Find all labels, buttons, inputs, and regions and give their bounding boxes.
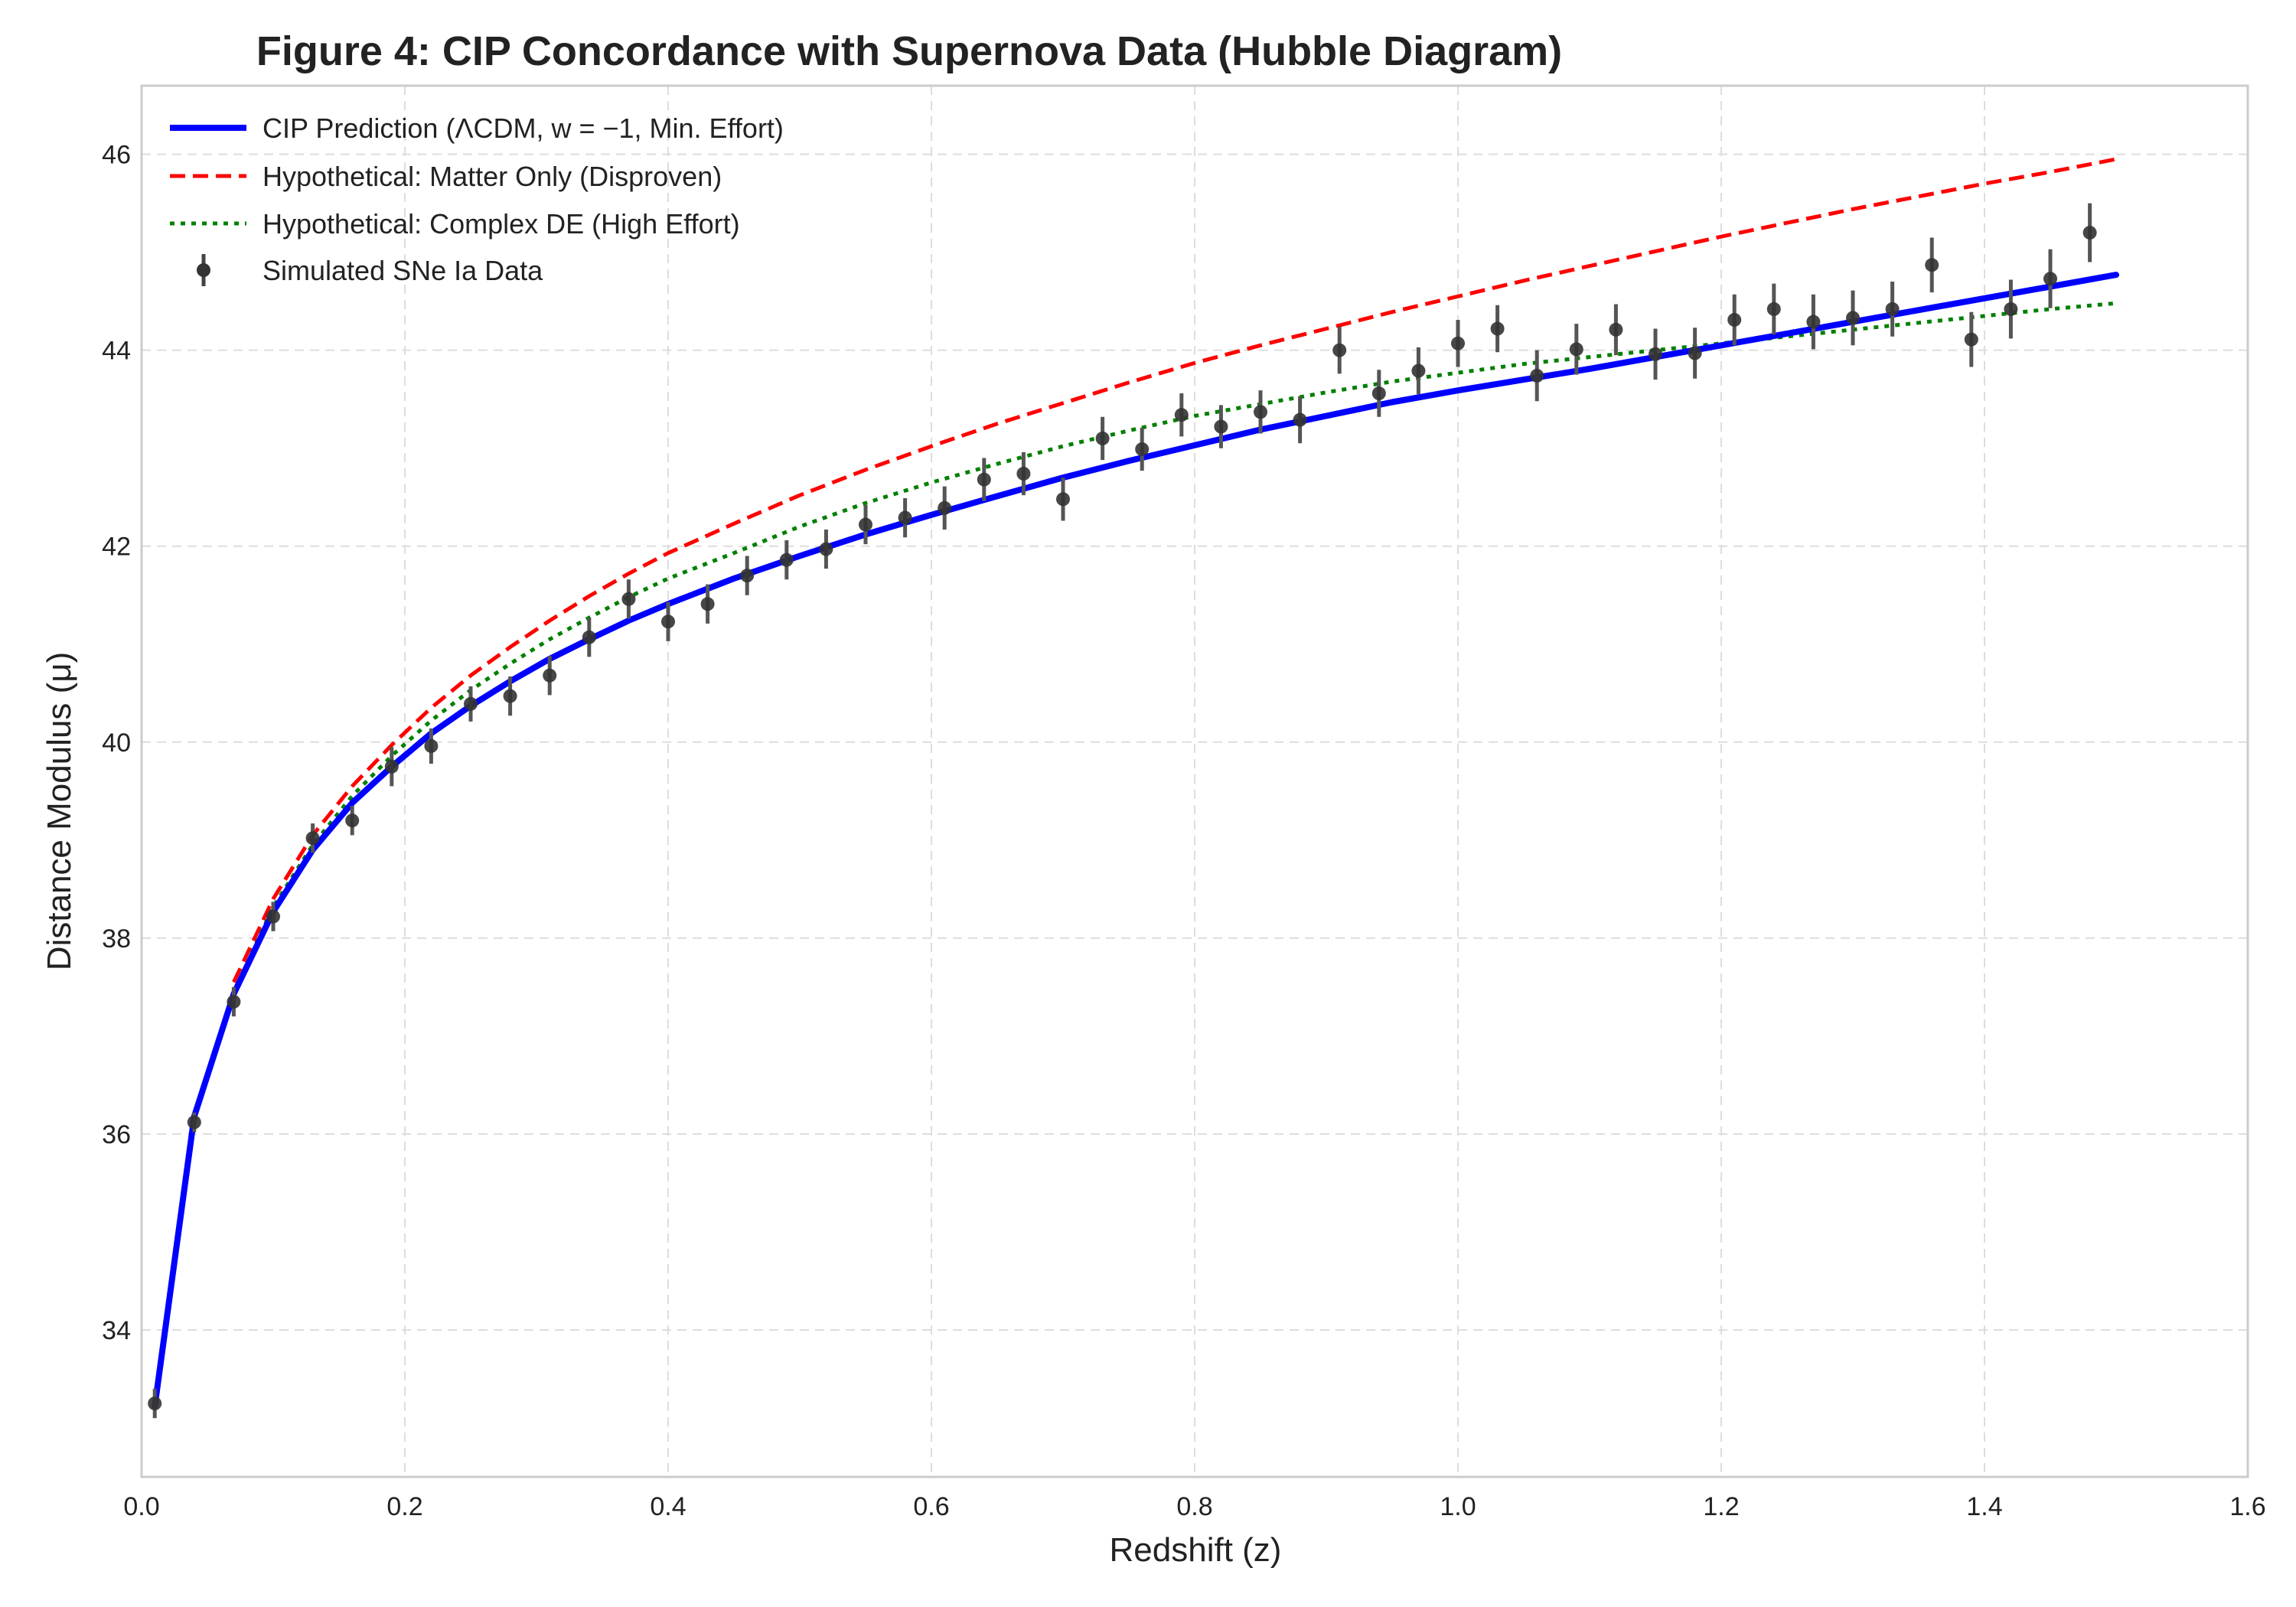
sne-data-point	[148, 1396, 162, 1410]
sne-data-point	[464, 696, 478, 711]
sne-data-point	[2004, 302, 2018, 316]
sne-data-point	[1727, 312, 1742, 327]
sne-data-point	[819, 542, 833, 556]
sne-data-point	[1649, 347, 1662, 361]
y-tick-label: 46	[102, 141, 131, 170]
sne-data-point	[543, 668, 557, 683]
sne-data-point	[1135, 442, 1150, 456]
x-tick-label: 0.8	[1176, 1492, 1212, 1521]
y-tick-label: 44	[102, 337, 131, 366]
series-layer	[148, 157, 2119, 1419]
x-tick-label: 1.0	[1440, 1492, 1476, 1521]
sne-data-point	[1806, 315, 1821, 329]
sne-data-point	[1688, 346, 1702, 360]
sne-data-point	[1609, 322, 1623, 337]
sne-data-point	[2043, 272, 2057, 286]
sne-data-point	[977, 472, 991, 487]
sne-data-point	[424, 738, 439, 753]
x-axis-label: Redshift (z)	[1110, 1531, 1282, 1569]
x-tick-label: 0.0	[123, 1492, 159, 1521]
sne-data-point	[266, 909, 280, 924]
sne-data-point	[621, 592, 636, 606]
sne-data-point	[859, 517, 872, 532]
sne-data-point	[384, 759, 399, 774]
legend-label-matter-only: Hypothetical: Matter Only (Disproven)	[263, 161, 722, 192]
legend-swatch-marker	[197, 263, 210, 277]
sne-data-point	[345, 813, 360, 828]
sne-data-point	[1925, 258, 1939, 272]
sne-data-point	[740, 569, 755, 583]
sne-data-point	[503, 689, 517, 703]
legend-label-sne-data: Simulated SNe Ia Data	[263, 255, 543, 286]
x-tick-label: 0.2	[386, 1492, 422, 1521]
grid-lines	[141, 86, 2249, 1477]
sne-data-point	[582, 630, 596, 644]
sne-data-point	[1174, 408, 1189, 422]
sne-data-point	[1766, 302, 1781, 316]
sne-data-point	[2082, 226, 2097, 240]
sne-data-point	[661, 614, 675, 629]
x-tick-label: 1.6	[2229, 1492, 2265, 1521]
x-tick-label: 1.2	[1703, 1492, 1739, 1521]
sne-data-point	[1885, 302, 1900, 316]
sne-data-point	[227, 995, 241, 1009]
sne-data-point	[1332, 343, 1347, 357]
sne-data-point	[1451, 336, 1465, 350]
legend-label-complex-de: Hypothetical: Complex DE (High Effort)	[263, 208, 740, 240]
complex-de-line	[232, 301, 2117, 993]
y-axis-label: Distance Modulus (μ)	[41, 652, 78, 971]
sne-data-point	[779, 553, 794, 567]
sne-data-point	[1490, 321, 1505, 336]
y-tick-label: 40	[102, 729, 131, 758]
sne-data-point	[1411, 363, 1426, 378]
sne-data-point	[1371, 386, 1386, 401]
sne-data-point	[938, 500, 952, 515]
sne-data-point	[1569, 342, 1583, 357]
chart-title: Figure 4: CIP Concordance with Supernova…	[256, 28, 1562, 74]
matter-only-line	[232, 157, 2117, 983]
sne-data-point	[187, 1115, 201, 1129]
legend-label-cip: CIP Prediction (ΛCDM, w = −1, Min. Effor…	[263, 112, 784, 144]
legend: CIP Prediction (ΛCDM, w = −1, Min. Effor…	[170, 112, 784, 286]
y-tick-label: 38	[102, 924, 131, 953]
y-tick-label: 34	[102, 1316, 131, 1345]
sne-data-point	[1254, 405, 1267, 419]
sne-data-point	[1214, 419, 1228, 434]
sne-data-point	[1530, 368, 1544, 383]
sne-data-point	[1016, 466, 1031, 481]
cip-prediction-line	[152, 272, 2119, 1410]
sne-data-point	[305, 831, 320, 846]
x-tick-label: 0.4	[650, 1492, 686, 1521]
x-tick-label: 1.4	[1966, 1492, 2002, 1521]
y-tick-label: 36	[102, 1120, 131, 1149]
x-tick-label: 0.6	[913, 1492, 949, 1521]
sne-data-point	[1293, 412, 1307, 427]
sne-data-point	[1056, 492, 1070, 507]
sne-data-point	[1964, 332, 1978, 347]
axis-ticks: 0.0 0.2 0.4 0.6 0.8 1.0 1.2 1.4 1.6 34 36 38 40 42 44 4…	[102, 141, 2265, 1521]
y-tick-label: 42	[102, 533, 131, 562]
sne-data-point	[898, 510, 912, 525]
plot-area-frame	[140, 84, 2249, 1478]
sne-data-point	[700, 597, 715, 611]
sne-data-point	[1095, 431, 1110, 445]
sne-data-point	[1846, 311, 1860, 325]
